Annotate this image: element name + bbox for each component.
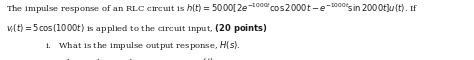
Text: The impulse response of an RLC circuit is $h(t) = 5000[2e^{-1000t}\cos 2000t - e: The impulse response of an RLC circuit i… xyxy=(6,2,418,16)
Text: $v_i(t) = 5\cos(1000t)$ is applied to the circuit input, $\mathbf{(20\ points)}$: $v_i(t) = 5\cos(1000t)$ is applied to th… xyxy=(6,22,267,35)
Text: ii.  What is the steady-state output $v_o(t)$.: ii. What is the steady-state output $v_o… xyxy=(45,56,217,60)
Text: i.   What is the impulse output response, $H(s)$.: i. What is the impulse output response, … xyxy=(45,39,241,52)
